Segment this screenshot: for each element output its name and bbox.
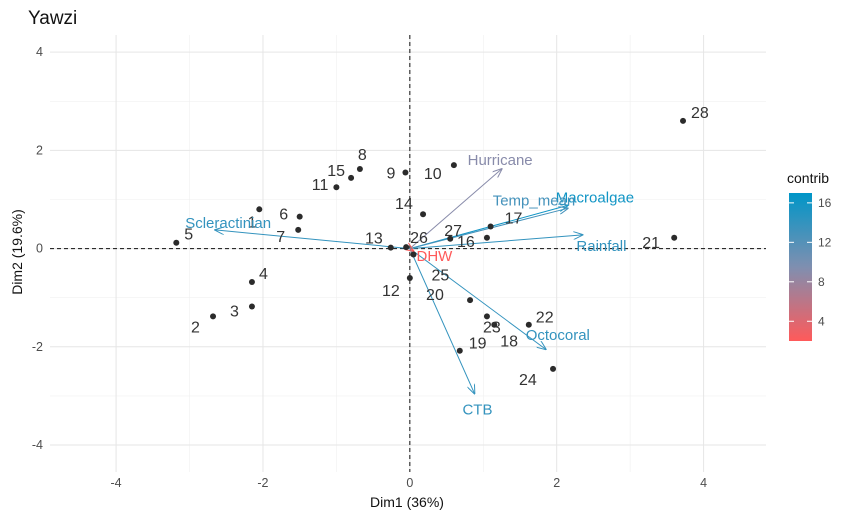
x-tick-label: 0	[406, 476, 413, 490]
x-tick-label: -2	[257, 476, 268, 490]
point-label-13: 13	[365, 231, 383, 248]
y-tick-label: -2	[32, 340, 43, 354]
x-tick-label: 4	[700, 476, 707, 490]
point-label-25: 25	[432, 267, 450, 284]
point-label-14: 14	[395, 196, 413, 213]
chart-title: Yawzi	[28, 8, 77, 29]
individual-points	[173, 117, 687, 372]
grid	[50, 35, 766, 472]
point-label-5: 5	[184, 227, 193, 244]
arrow-scleractinian	[215, 230, 410, 250]
legend: contrib 4 8 12 16	[787, 170, 832, 341]
legend-tick-label: 8	[818, 275, 825, 289]
point-21	[671, 234, 678, 241]
point-label-4: 4	[259, 266, 268, 283]
variable-label-temp-mean: Temp_mean	[493, 192, 576, 209]
point-label-18: 18	[500, 334, 518, 351]
variable-label-scleractinian: Scleractinian	[185, 215, 271, 232]
point-8	[356, 166, 363, 173]
legend-tick-label: 16	[818, 196, 832, 210]
variable-label-hurricane: Hurricane	[468, 152, 533, 169]
point-label-15: 15	[327, 163, 345, 180]
variable-label-octocoral: Octocoral	[526, 327, 590, 344]
point-label-8: 8	[358, 147, 367, 164]
point-label-26: 26	[410, 230, 428, 247]
point-label-21: 21	[642, 235, 660, 252]
point-11	[333, 184, 340, 191]
variable-label-rainfall: Rainfall	[576, 238, 626, 255]
point-16	[483, 234, 490, 241]
point-label-27: 27	[444, 223, 462, 240]
point-15	[348, 174, 355, 181]
point-13	[387, 244, 394, 251]
point-14	[420, 211, 427, 218]
point-12	[406, 275, 413, 282]
point-label-28: 28	[691, 105, 709, 122]
point-28	[680, 117, 687, 124]
point-label-17: 17	[505, 210, 523, 227]
point-label-1: 1	[248, 215, 257, 232]
arrow-ctb	[409, 248, 475, 394]
point-25	[410, 251, 417, 258]
point-20	[467, 297, 474, 304]
variable-label-macroalgae: Macroalgae	[556, 189, 634, 206]
x-tick-label: -4	[111, 476, 122, 490]
point-3	[248, 303, 255, 310]
point-label-7: 7	[276, 229, 285, 246]
point-label-11: 11	[312, 177, 329, 194]
point-27	[447, 235, 454, 242]
variable-label-ctb: CTB	[462, 401, 492, 418]
x-tick-label: 2	[553, 476, 560, 490]
point-4	[248, 278, 255, 285]
arrow-dhw	[410, 249, 414, 251]
point-label-24: 24	[519, 372, 537, 389]
arrow-octocoral	[409, 248, 546, 350]
y-tick-label: 2	[36, 143, 43, 157]
point-5	[173, 239, 180, 246]
point-label-10: 10	[424, 166, 442, 183]
y-tick-label: 4	[36, 45, 43, 59]
reference-lines	[50, 35, 766, 472]
legend-colorbar	[789, 193, 812, 341]
point-6	[256, 206, 263, 213]
y-tick-label: 0	[36, 242, 43, 256]
point-18	[491, 321, 498, 328]
point-label-2: 2	[191, 319, 200, 336]
legend-ticks: 4 8 12 16	[789, 196, 832, 328]
point-label-22: 22	[536, 310, 554, 327]
point-9	[402, 169, 409, 176]
legend-tick-label: 4	[818, 314, 825, 328]
point-7	[295, 226, 302, 233]
point-22	[525, 321, 532, 328]
point-label-9: 9	[387, 165, 396, 182]
point-2	[210, 313, 217, 320]
point-label-3: 3	[230, 304, 239, 321]
point-24	[550, 365, 557, 372]
arrow-hurricane	[409, 169, 502, 249]
legend-title: contrib	[787, 170, 829, 186]
point-label-6: 6	[279, 206, 288, 223]
point-label-19: 19	[469, 336, 487, 353]
point-label-12: 12	[382, 283, 400, 300]
point-19	[456, 347, 463, 354]
point-label-20: 20	[426, 287, 444, 304]
point-10	[450, 162, 457, 169]
variable-label-dhw: DHW	[417, 248, 454, 265]
y-axis-title: Dim2 (19.6%)	[9, 209, 25, 295]
legend-tick-label: 12	[818, 235, 832, 249]
point-17	[487, 223, 494, 230]
point-label-16: 16	[457, 234, 475, 251]
y-tick-label: -4	[32, 438, 43, 452]
arrow-rainfall	[409, 235, 583, 250]
point-label-23: 23	[483, 319, 501, 336]
point-23	[483, 313, 490, 320]
point-1	[296, 213, 303, 220]
x-axis-title: Dim1 (36%)	[370, 494, 444, 510]
point-26	[403, 244, 410, 251]
